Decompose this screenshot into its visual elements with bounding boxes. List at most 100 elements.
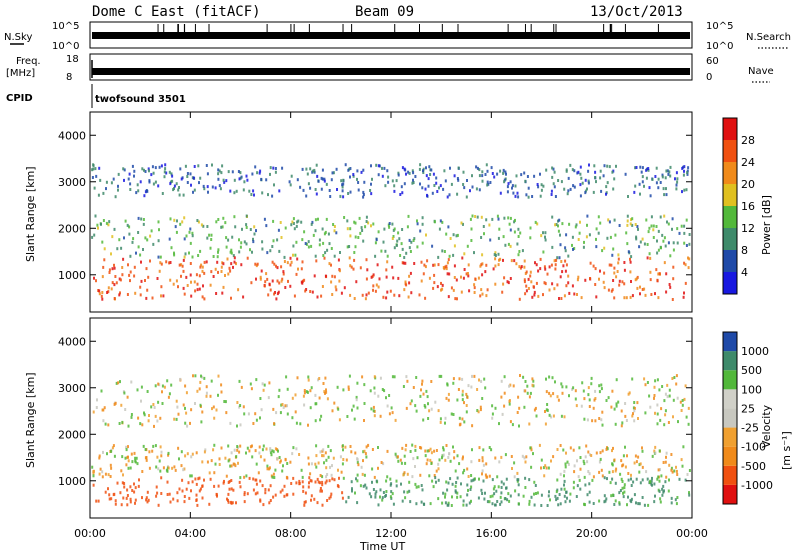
velocity-cell <box>303 503 306 507</box>
velocity-cell <box>208 502 211 506</box>
power-cell <box>393 293 396 297</box>
power-cell <box>561 222 564 226</box>
velocity-cell <box>554 494 557 498</box>
power-cell <box>126 223 129 227</box>
velocity-cell <box>587 470 590 473</box>
velocity-cell <box>508 399 511 402</box>
power-cell <box>235 189 238 193</box>
velocity-cell <box>476 388 479 391</box>
velocity-cell <box>479 405 482 409</box>
velocity-cell <box>123 482 126 485</box>
power-cell <box>386 260 389 264</box>
velocity-cell <box>325 388 327 392</box>
velocity-cell <box>591 478 594 482</box>
power-cell <box>577 275 580 279</box>
power-cell <box>353 258 356 262</box>
power-cell <box>180 177 183 181</box>
velocity-cell <box>528 395 531 399</box>
power-cell <box>207 190 209 194</box>
velocity-colorbar-tick: 500 <box>741 364 762 377</box>
velocity-cell <box>276 457 279 461</box>
velocity-cell <box>349 445 352 448</box>
velocity-cell <box>102 419 105 423</box>
velocity-cell <box>510 455 513 458</box>
power-cell <box>613 271 616 275</box>
velocity-cell <box>408 489 411 493</box>
power-cell <box>169 261 172 264</box>
power-cell <box>240 263 243 267</box>
velocity-cell <box>453 450 456 454</box>
power-cell <box>346 219 349 223</box>
power-cell <box>310 244 313 248</box>
velocity-cell <box>124 408 127 411</box>
velocity-cell <box>606 477 608 481</box>
power-cell <box>659 215 662 219</box>
power-cell <box>478 188 481 192</box>
power-cell <box>652 228 655 232</box>
power-cell <box>479 264 482 268</box>
velocity-cell <box>280 403 283 407</box>
velocity-cell <box>444 458 447 462</box>
power-cell <box>681 190 683 194</box>
velocity-cell <box>644 411 647 415</box>
velocity-cell <box>479 408 482 412</box>
power-cell <box>145 267 148 271</box>
power-cell <box>103 247 106 251</box>
power-cell <box>380 249 383 253</box>
power-cell <box>507 281 510 285</box>
velocity-cell <box>379 414 382 418</box>
velocity-cell <box>403 454 406 458</box>
velocity-cell <box>440 374 443 378</box>
velocity-cell <box>198 476 201 480</box>
velocity-cell <box>191 452 194 456</box>
power-cell <box>260 269 263 273</box>
velocity-cell <box>444 421 446 425</box>
colorbar-frame <box>722 117 738 295</box>
velocity-cell <box>197 477 200 481</box>
velocity-cell <box>307 375 310 379</box>
velocity-cell <box>117 381 120 385</box>
power-cell <box>427 184 430 188</box>
power-cell <box>385 275 388 279</box>
velocity-cell <box>456 398 459 402</box>
power-cell <box>226 257 229 261</box>
velocity-cell <box>550 459 552 463</box>
power-cell <box>497 252 500 256</box>
power-cell <box>463 252 466 256</box>
velocity-cell <box>446 382 449 386</box>
velocity-cell <box>92 410 95 414</box>
power-cell <box>540 188 543 192</box>
power-cell <box>516 191 519 195</box>
power-cell <box>494 264 497 268</box>
power-cell <box>525 270 528 274</box>
power-cell <box>211 163 213 167</box>
power-cell <box>662 239 665 243</box>
velocity-cell <box>325 466 328 470</box>
velocity-cell <box>550 415 553 419</box>
power-cell <box>595 227 598 231</box>
velocity-cell <box>552 414 555 418</box>
velocity-cell <box>294 393 297 397</box>
power-cell <box>629 295 632 299</box>
power-cell <box>554 267 557 271</box>
velocity-cell <box>189 474 192 478</box>
power-cell <box>292 222 295 225</box>
velocity-cell <box>259 455 262 459</box>
velocity-cell <box>473 477 476 481</box>
velocity-cell <box>292 476 295 480</box>
velocity-cell <box>304 491 307 495</box>
velocity-cell <box>198 387 201 391</box>
velocity-colorbar-tick: 100 <box>741 383 762 396</box>
power-cell <box>499 257 502 261</box>
velocity-cell <box>544 422 547 426</box>
velocity-cell <box>236 445 239 448</box>
power-cell <box>111 235 114 239</box>
power-cell <box>312 169 315 173</box>
velocity-cell <box>500 480 503 484</box>
velocity-cell <box>120 503 123 507</box>
power-cell <box>335 231 338 235</box>
velocity-cell <box>671 470 674 474</box>
power-cell <box>386 169 389 173</box>
power-cell <box>189 172 192 176</box>
